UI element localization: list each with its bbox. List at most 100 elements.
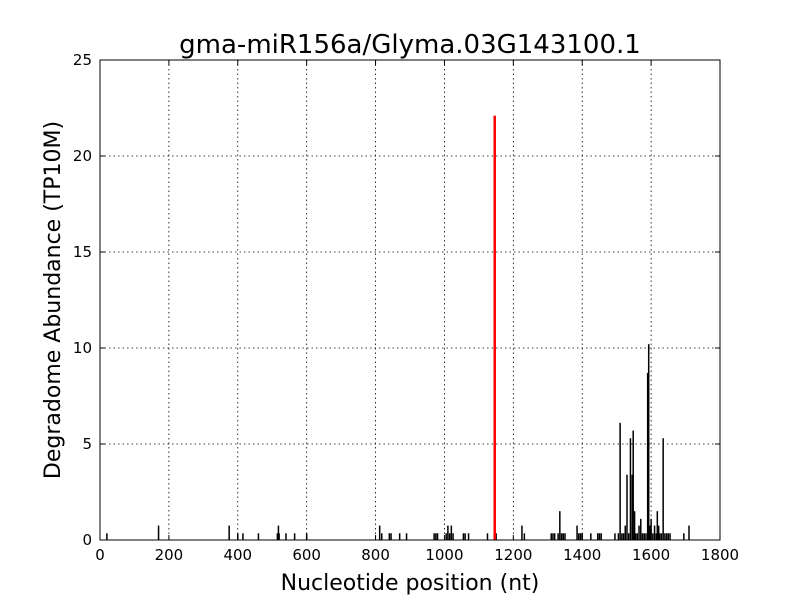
- abundance-bar: [624, 525, 627, 540]
- abundance-bar: [596, 533, 599, 540]
- abundance-bar: [564, 533, 566, 540]
- abundance-bar: [560, 533, 563, 540]
- abundance-bar: [464, 533, 466, 540]
- abundance-bar: [293, 533, 296, 540]
- abundance-bar: [669, 533, 671, 540]
- x-tick-label: 400: [223, 546, 252, 564]
- abundance-bar: [646, 372, 649, 540]
- x-tick-label: 1600: [632, 546, 670, 564]
- x-tick-label: 800: [361, 546, 390, 564]
- abundance-bar: [653, 525, 656, 540]
- abundance-bar: [578, 533, 580, 540]
- abundance-bar: [621, 533, 623, 540]
- abundance-bar: [257, 533, 260, 540]
- abundance-bar: [650, 518, 652, 540]
- abundance-bar: [638, 525, 640, 540]
- y-axis-label: Degradome Abundance (TP10M): [41, 121, 66, 479]
- abundance-bar: [388, 533, 391, 540]
- abundance-bar: [627, 533, 630, 540]
- abundance-bar: [562, 533, 565, 540]
- abundance-bar: [645, 533, 647, 540]
- abundance-bar: [619, 422, 621, 540]
- abundance-bar: [598, 533, 601, 540]
- abundance-bar: [667, 533, 670, 540]
- abundance-bar: [106, 533, 108, 540]
- x-tick-label: 600: [292, 546, 321, 564]
- abundance-bar: [617, 533, 620, 540]
- abundance-bar: [435, 533, 437, 540]
- abundance-bar: [398, 533, 401, 540]
- abundance-bar: [242, 533, 244, 540]
- plot-frame: [99, 59, 721, 541]
- abundance-bar: [629, 438, 632, 540]
- abundance-bar: [285, 533, 287, 540]
- abundance-bar: [600, 533, 602, 540]
- abundance-bar: [390, 533, 392, 540]
- abundance-bar: [550, 533, 552, 540]
- abundance-bar: [433, 533, 435, 540]
- abundance-bar: [634, 533, 637, 540]
- x-tick-label: 0: [95, 546, 105, 564]
- abundance-bar: [658, 533, 661, 540]
- abundance-bar: [521, 525, 523, 540]
- abundance-bar: [576, 525, 578, 540]
- abundance-bar: [447, 525, 449, 540]
- abundance-bar: [467, 533, 470, 540]
- cleavage-site-bar: [493, 115, 496, 541]
- abundance-bar: [657, 525, 660, 540]
- abundance-bar: [633, 511, 636, 540]
- abundance-bar: [445, 533, 447, 540]
- x-tick-label: 1000: [425, 546, 463, 564]
- abundance-bar: [378, 525, 381, 540]
- x-tick-label: 1200: [494, 546, 532, 564]
- abundance-bar: [450, 525, 453, 540]
- abundance-bar: [648, 525, 651, 540]
- abundance-bar: [452, 533, 454, 540]
- abundance-bar: [656, 511, 659, 540]
- y-tick-label: 0: [82, 531, 92, 549]
- abundance-bar: [523, 533, 526, 540]
- abundance-bar: [640, 518, 642, 540]
- abundance-bar: [553, 533, 556, 540]
- grid: [100, 60, 720, 540]
- abundance-bar: [652, 533, 654, 540]
- y-tick-label: 15: [73, 243, 92, 261]
- abundance-bar: [436, 533, 439, 540]
- abundance-bar: [278, 533, 280, 540]
- abundance-bar: [157, 525, 160, 540]
- abundance-bar: [557, 533, 559, 540]
- abundance-bar: [462, 533, 465, 540]
- abundance-bar: [405, 533, 408, 540]
- abundance-bar: [552, 533, 554, 540]
- abundance-bar: [641, 533, 644, 540]
- abundance-bar: [643, 533, 645, 540]
- abundance-bar: [559, 511, 561, 540]
- y-tick-label: 20: [73, 147, 92, 165]
- abundance-bar: [683, 533, 685, 540]
- abundance-bar: [664, 533, 666, 540]
- abundance-bar: [276, 533, 279, 540]
- abundance-bar: [636, 533, 639, 540]
- x-tick-label: 1400: [563, 546, 601, 564]
- abundance-bar: [665, 533, 668, 540]
- abundance-bar: [647, 344, 650, 540]
- x-tick-label: 1800: [701, 546, 739, 564]
- axis-ticks: 0 200 400 600 800 1000 1200 1400 1600 1800 0 5 10 15 2…: [73, 51, 739, 564]
- abundance-bar: [632, 430, 634, 540]
- abundance-bar: [688, 525, 690, 540]
- abundance-bar: [626, 474, 628, 540]
- chart-title: gma-miR156a/Glyma.03G143100.1: [179, 30, 641, 60]
- abundance-bar: [277, 525, 280, 540]
- abundance-bar: [614, 533, 616, 540]
- abundance-bar: [590, 533, 592, 540]
- y-tick-label: 5: [82, 435, 92, 453]
- abundance-bar: [495, 533, 497, 540]
- y-tick-label: 25: [73, 51, 92, 69]
- y-tick-label: 10: [73, 339, 92, 357]
- abundance-bar: [228, 525, 230, 540]
- abundance-bar: [381, 533, 383, 540]
- abundance-bar: [448, 533, 451, 540]
- highlight-series: [493, 115, 496, 541]
